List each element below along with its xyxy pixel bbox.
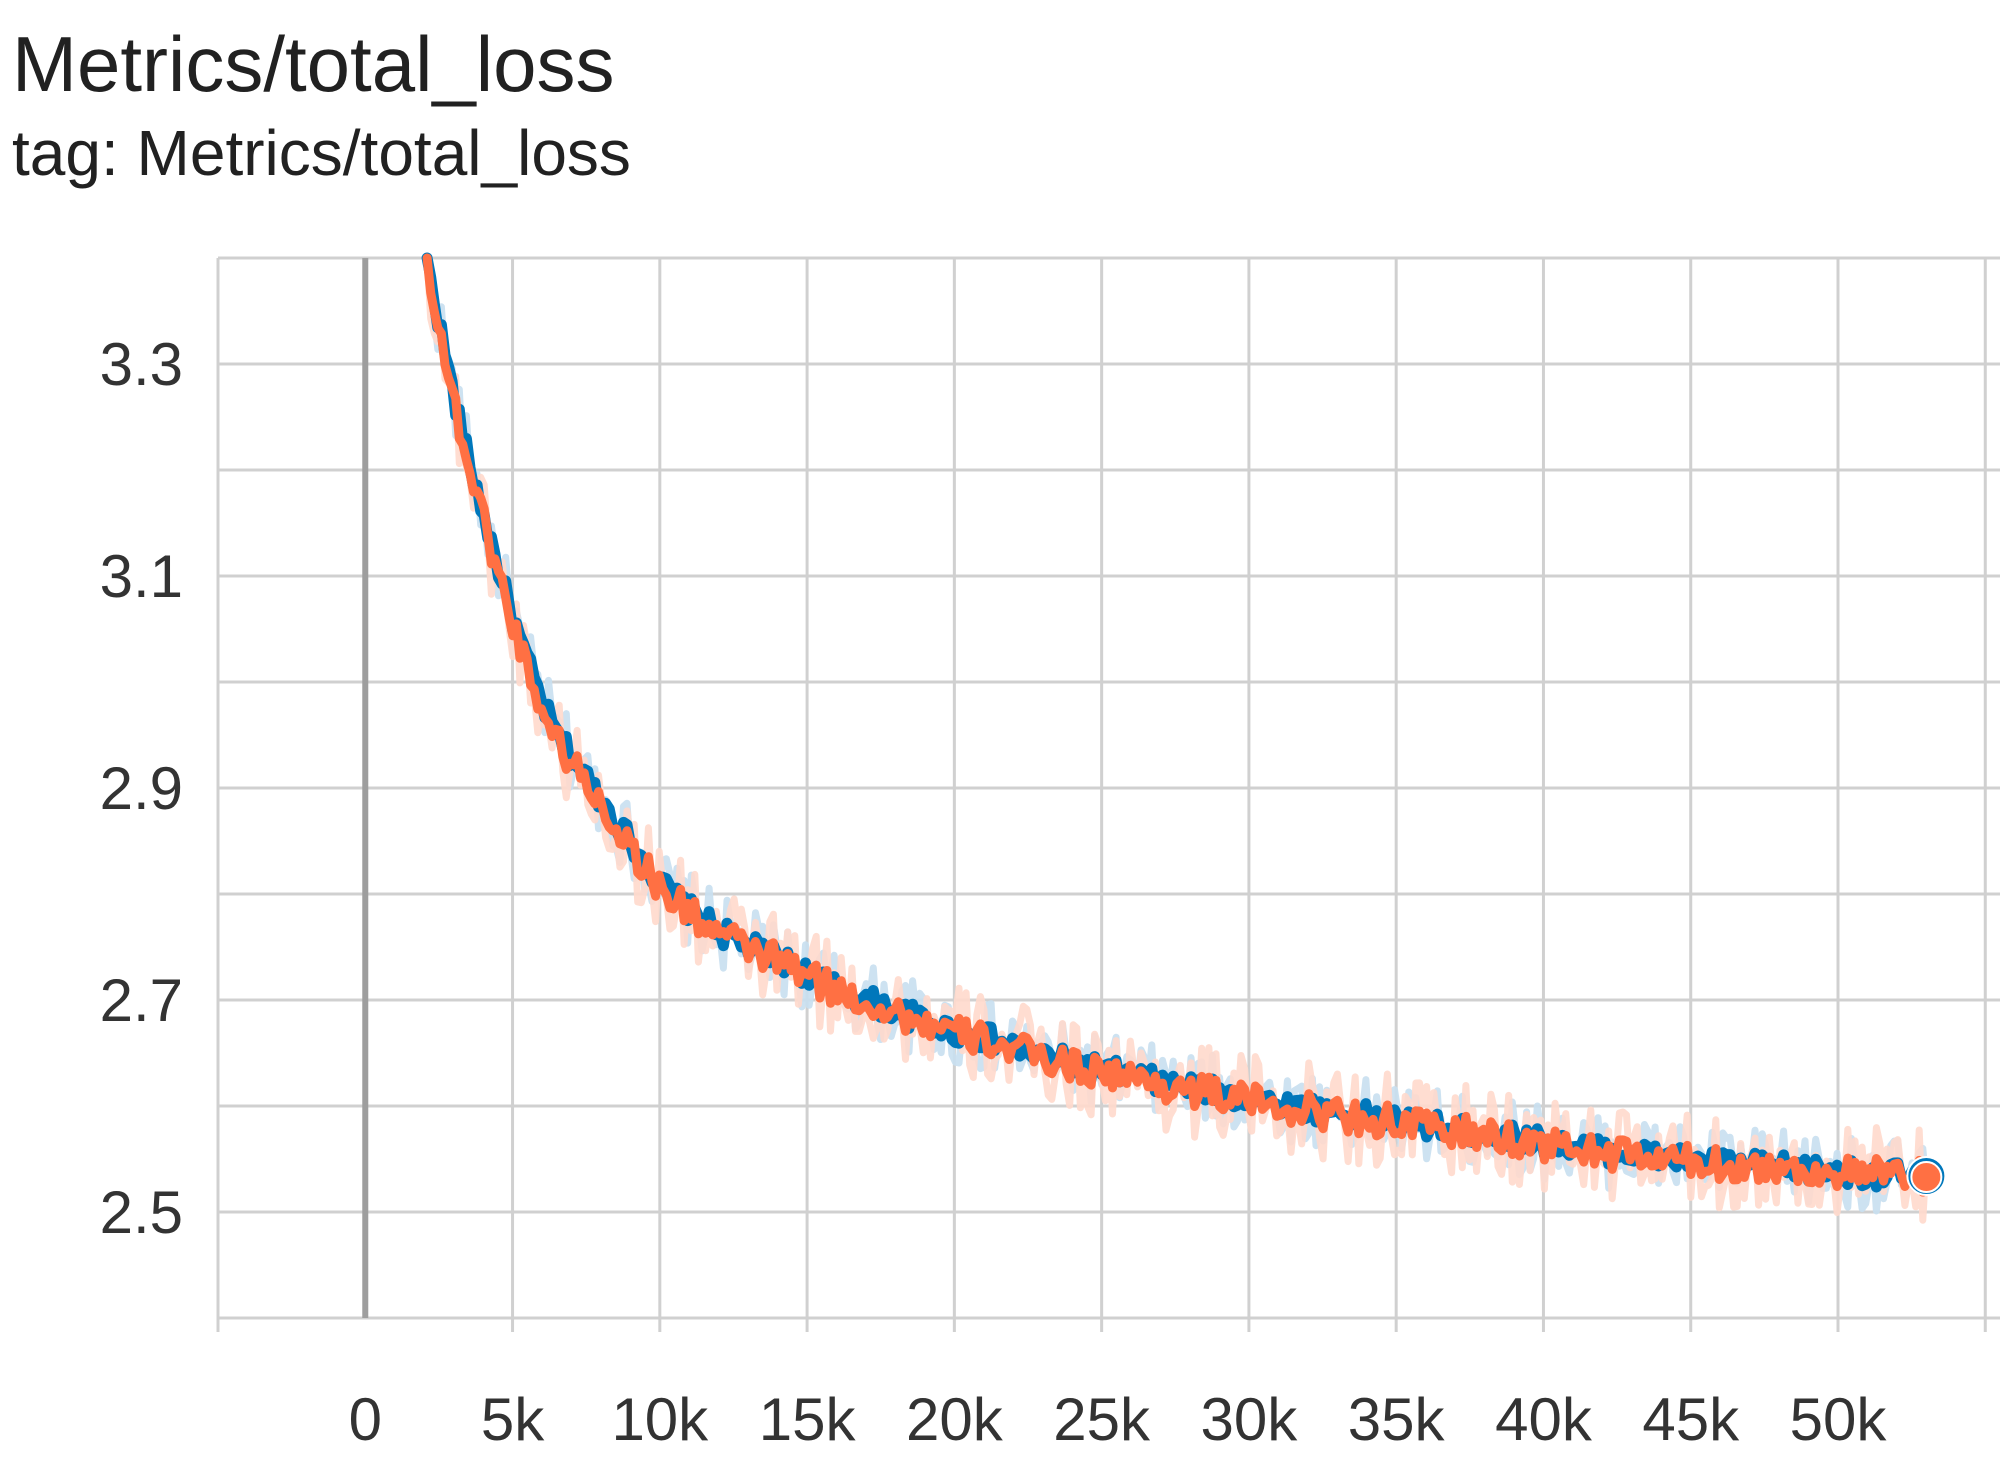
series-orange-smoothed-line[interactable]	[422, 253, 1931, 1197]
x-tick-label: 45k	[1642, 1386, 1740, 1453]
y-tick-label: 2.5	[100, 1179, 183, 1246]
x-tick-label: 30k	[1201, 1386, 1299, 1453]
y-tick-label: 2.9	[100, 755, 183, 822]
chart-tag-subtitle: tag: Metrics/total_loss	[12, 117, 631, 189]
y-tick-label: 2.7	[100, 967, 183, 1034]
x-tick-label: 50k	[1790, 1386, 1888, 1453]
x-tick-label: 5k	[481, 1386, 545, 1453]
x-axis-tick-labels: 0 5k 10k 15k 20k 25k 30k 35k 40k 45k 50k	[349, 1386, 1888, 1453]
x-tick-label: 0	[349, 1386, 382, 1453]
smoothed-series-layer	[421, 252, 1932, 1197]
x-tick-label: 25k	[1053, 1386, 1151, 1453]
y-axis-tick-labels: 2.5 2.7 2.9 3.1 3.3	[100, 331, 183, 1246]
x-tick-label: 10k	[611, 1386, 709, 1453]
last-point-markers[interactable]	[1906, 1155, 1947, 1196]
x-tick-label: 40k	[1495, 1386, 1593, 1453]
y-tick-label: 3.3	[100, 331, 183, 398]
x-tick-label: 35k	[1348, 1386, 1446, 1453]
x-tick-label: 15k	[759, 1386, 857, 1453]
series-blue-smoothed-line[interactable]	[421, 252, 1932, 1193]
series-orange-last-point[interactable]	[1910, 1161, 1943, 1194]
y-tick-label: 3.1	[100, 543, 183, 610]
x-tick-label: 20k	[906, 1386, 1004, 1453]
chart-title: Metrics/total_loss	[12, 20, 615, 108]
